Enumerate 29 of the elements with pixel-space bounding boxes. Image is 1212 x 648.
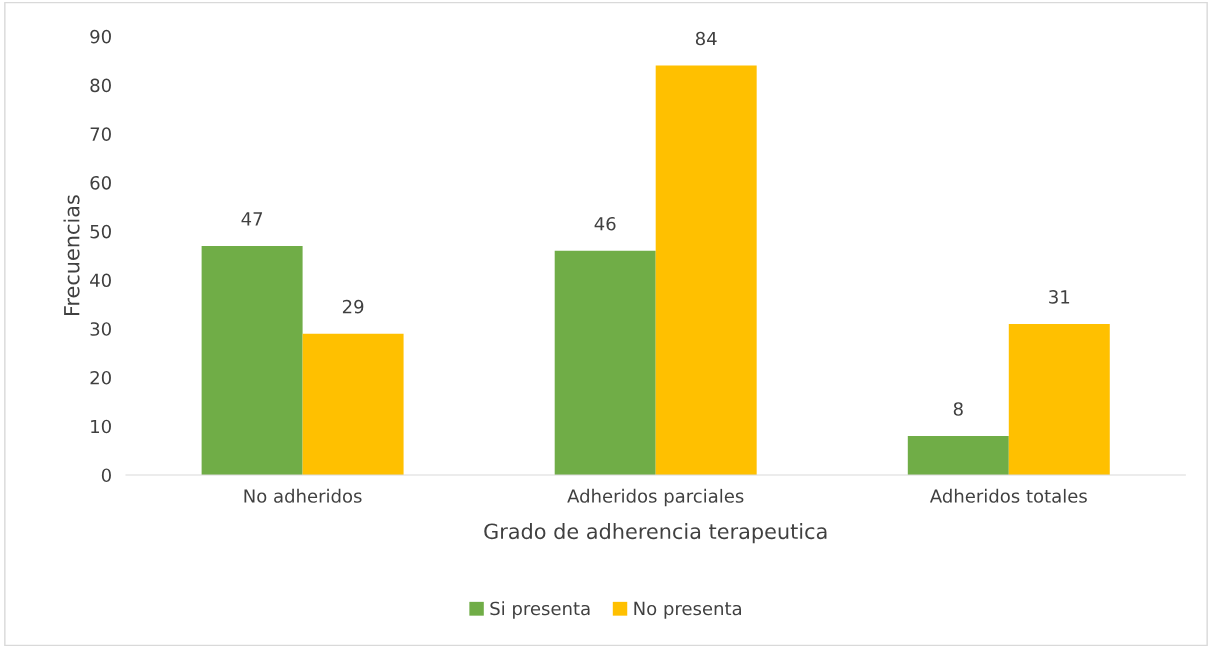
bar — [907, 435, 1009, 475]
bar — [1008, 323, 1110, 475]
y-tick-label: 90 — [90, 29, 111, 44]
data-label: 46 — [594, 216, 616, 231]
y-tick-label: 0 — [101, 468, 111, 483]
bar — [201, 245, 303, 475]
y-tick-label: 80 — [90, 78, 111, 93]
legend-label: Si presenta — [490, 601, 590, 619]
y-tick-label: 20 — [90, 370, 111, 385]
legend-label: No presenta — [634, 601, 741, 619]
y-tick-label: 70 — [90, 127, 111, 141]
y-tick-label: 10 — [91, 419, 111, 434]
bar — [302, 333, 404, 475]
data-label: 31 — [1049, 290, 1070, 304]
y-axis-title: Frecuencias — [63, 195, 80, 316]
y-tick-label: 50 — [90, 224, 111, 239]
x-axis-title: Grado de adherencia terapeutica — [484, 523, 827, 544]
data-label: 47 — [241, 212, 263, 226]
x-tick-label: No adheridos — [244, 488, 362, 503]
data-label: 29 — [342, 299, 364, 314]
bar — [655, 65, 757, 475]
x-tick-label: Adheridos totales — [929, 488, 1087, 503]
data-label: 8 — [953, 402, 963, 416]
y-tick-label: 40 — [90, 273, 111, 288]
y-tick-label: 60 — [90, 175, 111, 190]
bar — [554, 250, 656, 475]
data-label: 84 — [695, 31, 717, 46]
y-tick-label: 30 — [90, 322, 111, 336]
x-tick-label: Adheridos parciales — [567, 488, 744, 507]
